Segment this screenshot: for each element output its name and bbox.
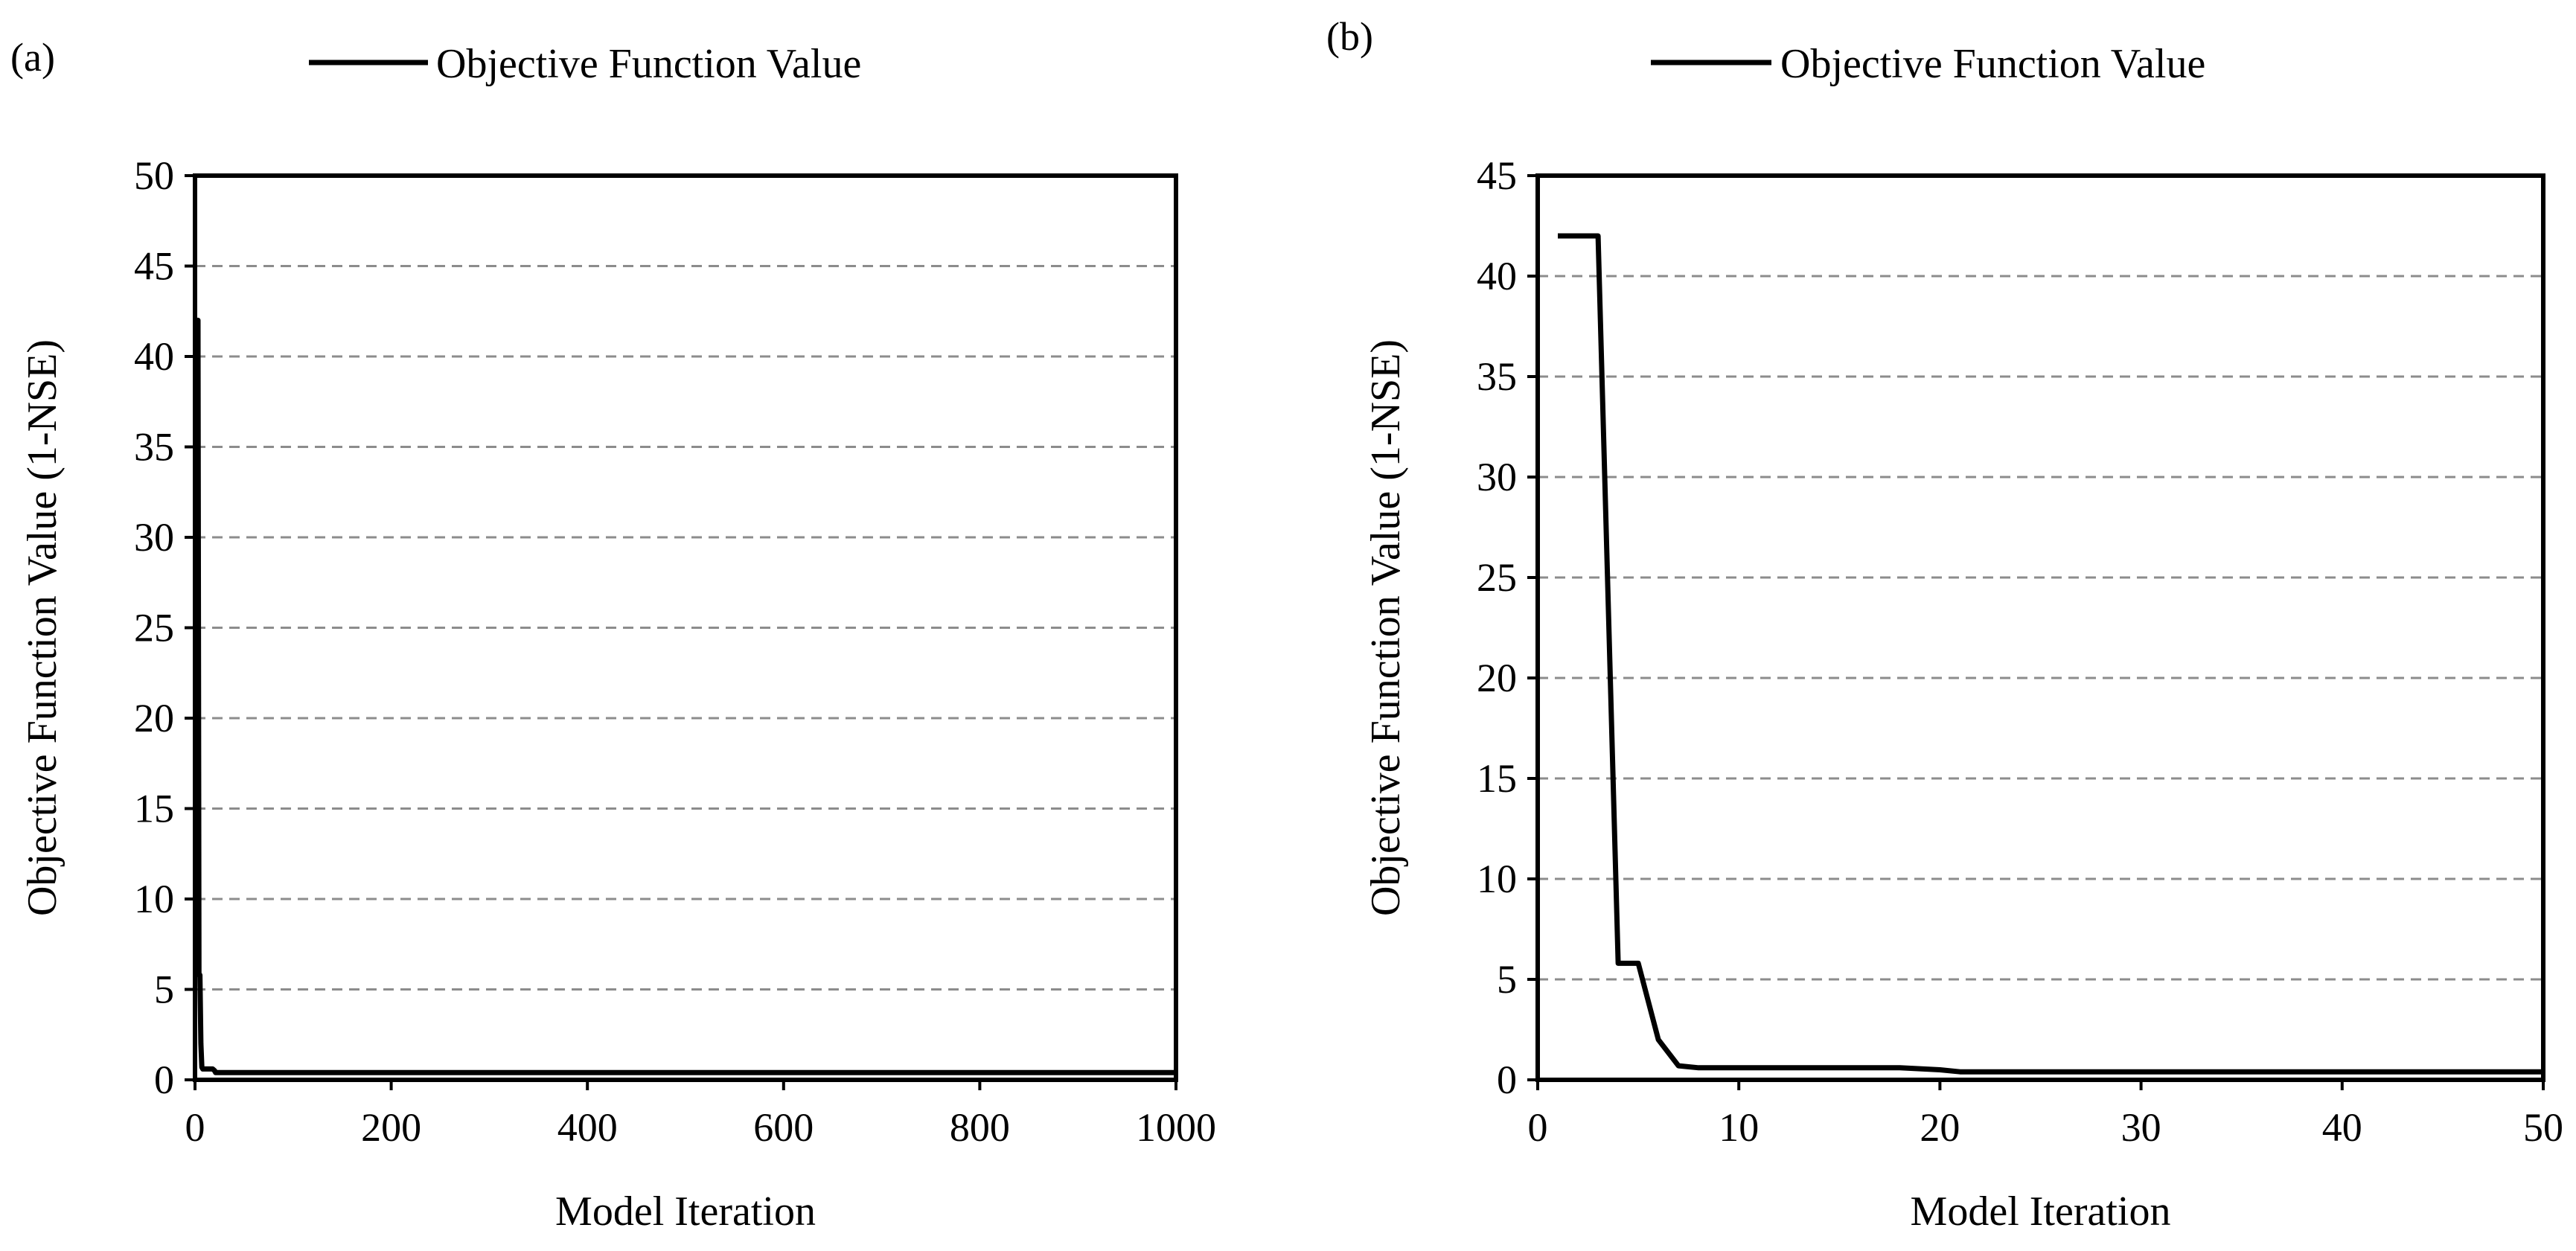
y-tick-label: 35 — [134, 425, 174, 470]
x-tick-label: 0 — [185, 1105, 205, 1150]
y-axis-label: Objective Function Value (1-NSE) — [19, 339, 65, 916]
y-tick-label: 30 — [1477, 455, 1517, 499]
y-tick-label: 40 — [1477, 254, 1517, 298]
x-tick-label: 10 — [1719, 1105, 1759, 1150]
y-tick-label: 0 — [154, 1058, 174, 1102]
y-tick-label: 15 — [134, 787, 174, 831]
y-tick-label: 45 — [1477, 153, 1517, 198]
y-tick-label: 30 — [134, 515, 174, 560]
series-line — [194, 317, 1176, 1075]
x-tick-label: 0 — [1528, 1105, 1548, 1150]
y-tick-label: 20 — [134, 696, 174, 740]
y-tick-label: 35 — [1477, 354, 1517, 399]
x-tick-label: 1000 — [1136, 1105, 1216, 1150]
chart-panel-a: 0 200 400 600 800 1000 0 5 10 15 20 25 30 35 40 45 50 Mod… — [10, 35, 1216, 1235]
x-tick-label: 400 — [557, 1105, 618, 1150]
y-tick-label: 5 — [154, 967, 174, 1012]
legend-label: Objective Function Value — [436, 41, 861, 87]
x-axis-label: Model Iteration — [1911, 1188, 2171, 1235]
plot-frame — [1535, 173, 2545, 1082]
x-tick-label: 200 — [361, 1105, 421, 1150]
x-tick-label: 40 — [2322, 1105, 2362, 1150]
y-tick-label: 5 — [1497, 957, 1517, 1002]
y-tick-label: 25 — [134, 606, 174, 650]
y-tick-label: 50 — [134, 153, 174, 198]
legend: Objective Function Value — [309, 41, 861, 87]
x-tick-label: 50 — [2523, 1105, 2563, 1150]
y-tick-label: 0 — [1497, 1058, 1517, 1102]
panel-label: (b) — [1326, 14, 1373, 59]
x-axis-label: Model Iteration — [555, 1188, 816, 1235]
legend-label: Objective Function Value — [1780, 41, 2205, 87]
x-tick-label: 800 — [950, 1105, 1010, 1150]
y-tick-label: 10 — [134, 877, 174, 921]
y-tick-label: 45 — [134, 244, 174, 289]
legend: Objective Function Value — [1651, 41, 2205, 87]
chart-panel-b: 0 10 20 30 40 50 0 5 10 15 20 25 30 35 40 45 Model Itera… — [1326, 14, 2563, 1235]
y-tick-label: 10 — [1477, 857, 1517, 901]
panel-label: (a) — [10, 35, 55, 80]
y-tick-label: 25 — [1477, 555, 1517, 600]
y-tick-label: 20 — [1477, 656, 1517, 700]
y-axis-label: Objective Function Value (1-NSE) — [1363, 339, 1409, 916]
y-tick-label: 15 — [1477, 756, 1517, 801]
x-tick-label: 30 — [2121, 1105, 2161, 1150]
x-tick-label: 600 — [753, 1105, 814, 1150]
y-tick-label: 40 — [134, 334, 174, 379]
x-tick-label: 20 — [1920, 1105, 1960, 1150]
series-line — [1558, 233, 2543, 1075]
